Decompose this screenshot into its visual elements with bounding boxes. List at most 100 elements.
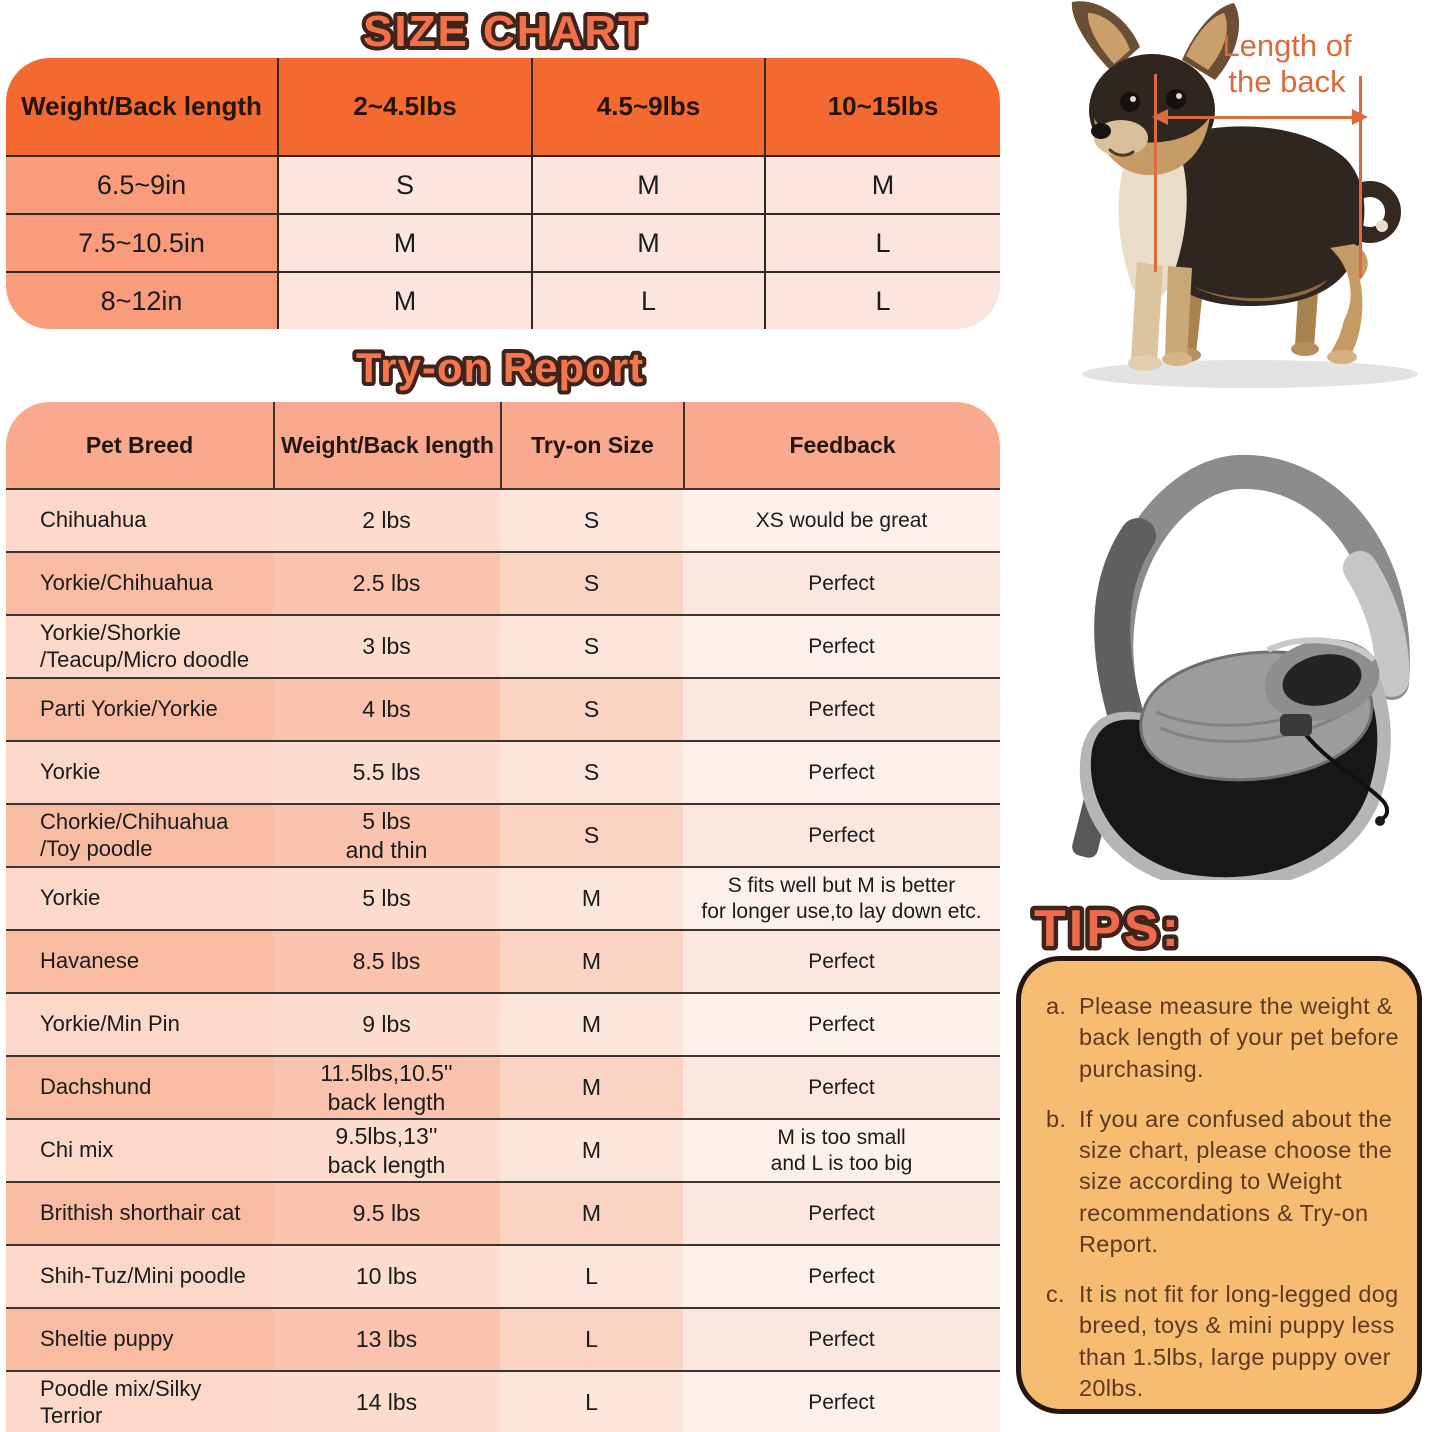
tryon-breed-cell: Shih-Tuz/Mini poodle [6,1244,273,1307]
tryon-size-cell: S [500,614,683,677]
tryon-weight-cell: 5 lbs and thin [273,803,500,866]
tryon-col-header: Feedback [683,402,1000,488]
tryon-breed-cell: Yorkie/Shorkie /Teacup/Micro doodle [6,614,273,677]
tip-item: a. Please measure the weight & back lengt… [1033,991,1403,1085]
tryon-feedback-cell: Perfect [683,1055,1000,1118]
tip-marker: a. [1046,993,1067,1019]
measurement-line-front [1154,74,1157,272]
tips-box: a. Please measure the weight & back lengt… [1016,956,1422,1414]
tryon-feedback-cell: Perfect [683,929,1000,992]
tryon-feedback-cell: Perfect [683,551,1000,614]
size-chart-size-cell: M [277,213,531,271]
size-chart-size-cell: S [277,155,531,213]
size-chart-col-header: 2~4.5lbs [277,58,531,155]
tip-text: Please measure the weight & back length … [1079,993,1399,1082]
tryon-weight-cell: 14 lbs [273,1370,500,1432]
tip-item: c. It is not fit for long-legged dog bree… [1033,1279,1403,1404]
tryon-breed-cell: Dachshund [6,1055,273,1118]
size-chart-size-cell: L [764,213,1000,271]
tryon-report-title: Try-on Report [356,344,644,391]
tryon-feedback-cell: Perfect [683,1244,1000,1307]
tryon-breed-cell: Chi mix [6,1118,273,1181]
tryon-col-header: Pet Breed [6,402,273,488]
tryon-weight-cell: 11.5lbs,10.5'' back length [273,1055,500,1118]
size-chart-row-label: 7.5~10.5in [6,213,277,271]
tryon-weight-cell: 2.5 lbs [273,551,500,614]
size-chart-size-cell: M [531,213,764,271]
size-chart-size-cell: M [764,155,1000,213]
tryon-title-art: Try-on Report [352,340,647,395]
tryon-weight-cell: 10 lbs [273,1244,500,1307]
size-chart-col-header: 4.5~9lbs [531,58,764,155]
tip-text: It is not fit for long-legged dog breed,… [1079,1281,1399,1401]
tryon-breed-cell: Yorkie/Min Pin [6,992,273,1055]
tryon-size-cell: L [500,1244,683,1307]
tryon-feedback-cell: Perfect [683,992,1000,1055]
tryon-size-cell: S [500,803,683,866]
tryon-weight-cell: 2 lbs [273,488,500,551]
tryon-feedback-cell: Perfect [683,614,1000,677]
tryon-breed-cell: Brithish shorthair cat [6,1181,273,1244]
tryon-feedback-cell: Perfect [683,803,1000,866]
size-chart-size-cell: L [764,271,1000,329]
tryon-col-header: Try-on Size [500,402,683,488]
tryon-breed-cell: Yorkie [6,866,273,929]
tryon-weight-cell: 5.5 lbs [273,740,500,803]
size-chart-size-cell: L [531,271,764,329]
tryon-size-cell: L [500,1370,683,1432]
tryon-size-cell: M [500,1181,683,1244]
tryon-breed-cell: Parti Yorkie/Yorkie [6,677,273,740]
size-chart-title-art: SIZE CHART [359,3,649,60]
tryon-feedback-cell: M is too small and L is too big [683,1118,1000,1181]
pet-sling-carrier-photo [1072,454,1410,880]
tryon-report-table: Pet Breed Weight/Back length Try-on Size Fe… [6,402,1000,1432]
tryon-weight-cell: 3 lbs [273,614,500,677]
tryon-weight-cell: 4 lbs [273,677,500,740]
tryon-feedback-cell: Perfect [683,1181,1000,1244]
tryon-weight-cell: 5 lbs [273,866,500,929]
size-chart-row-label: 8~12in [6,271,277,329]
tryon-breed-cell: Chorkie/Chihuahua /Toy poodle [6,803,273,866]
tryon-breed-cell: Poodle mix/Silky Terrior [6,1370,273,1432]
tryon-weight-cell: 8.5 lbs [273,929,500,992]
tryon-size-cell: M [500,929,683,992]
tryon-feedback-cell: Perfect [683,1307,1000,1370]
back-length-label: Length of the back [1222,28,1352,99]
tip-marker: b. [1046,1105,1067,1132]
tip-item: b. If you are confused about the size cha… [1033,1104,1403,1260]
tryon-size-cell: M [500,1118,683,1181]
tryon-feedback-cell: S fits well but M is better for longer u… [683,866,1000,929]
tryon-feedback-cell: Perfect [683,740,1000,803]
tryon-size-cell: S [500,488,683,551]
tips-title: TIPS: [1034,900,1182,958]
tryon-col-header: Weight/Back length [273,402,500,488]
tryon-size-cell: S [500,677,683,740]
tryon-breed-cell: Yorkie/Chihuahua [6,551,273,614]
size-chart-size-cell: M [277,271,531,329]
size-chart-col-header: 10~15lbs [764,58,1000,155]
tips-title-art: TIPS: [1030,896,1184,963]
tryon-size-cell: S [500,551,683,614]
tryon-size-cell: M [500,992,683,1055]
tryon-weight-cell: 9 lbs [273,992,500,1055]
tip-text: If you are confused about the size chart… [1079,1105,1393,1257]
size-chart-table: Weight/Back length 2~4.5lbs 4.5~9lbs 10~15l… [6,58,1000,329]
size-chart-col-header: Weight/Back length [6,58,277,155]
tryon-breed-cell: Yorkie [6,740,273,803]
size-chart-size-cell: M [531,155,764,213]
measurement-arrow [1152,109,1368,125]
tryon-feedback-cell: Perfect [683,677,1000,740]
tryon-size-cell: M [500,1055,683,1118]
size-chart-title: SIZE CHART [363,7,647,56]
tryon-breed-cell: Sheltie puppy [6,1307,273,1370]
measurement-line-rear [1359,76,1362,278]
tryon-size-cell: S [500,740,683,803]
tryon-breed-cell: Havanese [6,929,273,992]
size-chart-row-label: 6.5~9in [6,155,277,213]
tryon-feedback-cell: XS would be great [683,488,1000,551]
tryon-weight-cell: 13 lbs [273,1307,500,1370]
tryon-size-cell: L [500,1307,683,1370]
tryon-feedback-cell: Perfect [683,1370,1000,1432]
tryon-size-cell: M [500,866,683,929]
